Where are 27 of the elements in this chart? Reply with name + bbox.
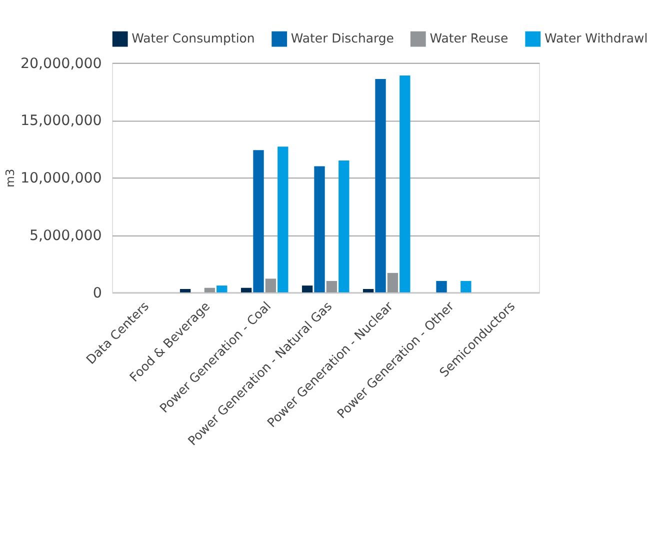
y-tick-label: 20,000,000	[20, 56, 102, 72]
bar	[278, 146, 288, 292]
bar	[302, 286, 313, 292]
bar	[400, 76, 410, 292]
bar	[314, 166, 325, 292]
y-tick-label: 10,000,000	[20, 170, 102, 187]
bar	[204, 288, 216, 292]
y-tick-label: 15,000,000	[20, 113, 102, 130]
bar	[216, 286, 228, 292]
legend-label: Water Reuse	[430, 30, 508, 46]
legend-label: Water Withdrawl	[544, 30, 648, 46]
legend-label: Water Consumption	[132, 30, 255, 46]
bar	[362, 288, 374, 292]
bar	[375, 78, 386, 292]
y-tick-label: 5,000,000	[29, 228, 102, 244]
bar	[460, 280, 472, 292]
legend-label: Water Discharge	[290, 30, 394, 46]
bar	[436, 280, 447, 292]
bar	[326, 280, 338, 292]
bar	[387, 272, 398, 292]
bar	[253, 150, 264, 292]
bar	[180, 288, 191, 292]
bar	[240, 288, 252, 292]
bar	[265, 278, 276, 292]
y-axis-title: m3	[3, 168, 18, 188]
y-tick-label: 0	[92, 285, 102, 302]
bar	[338, 160, 350, 292]
